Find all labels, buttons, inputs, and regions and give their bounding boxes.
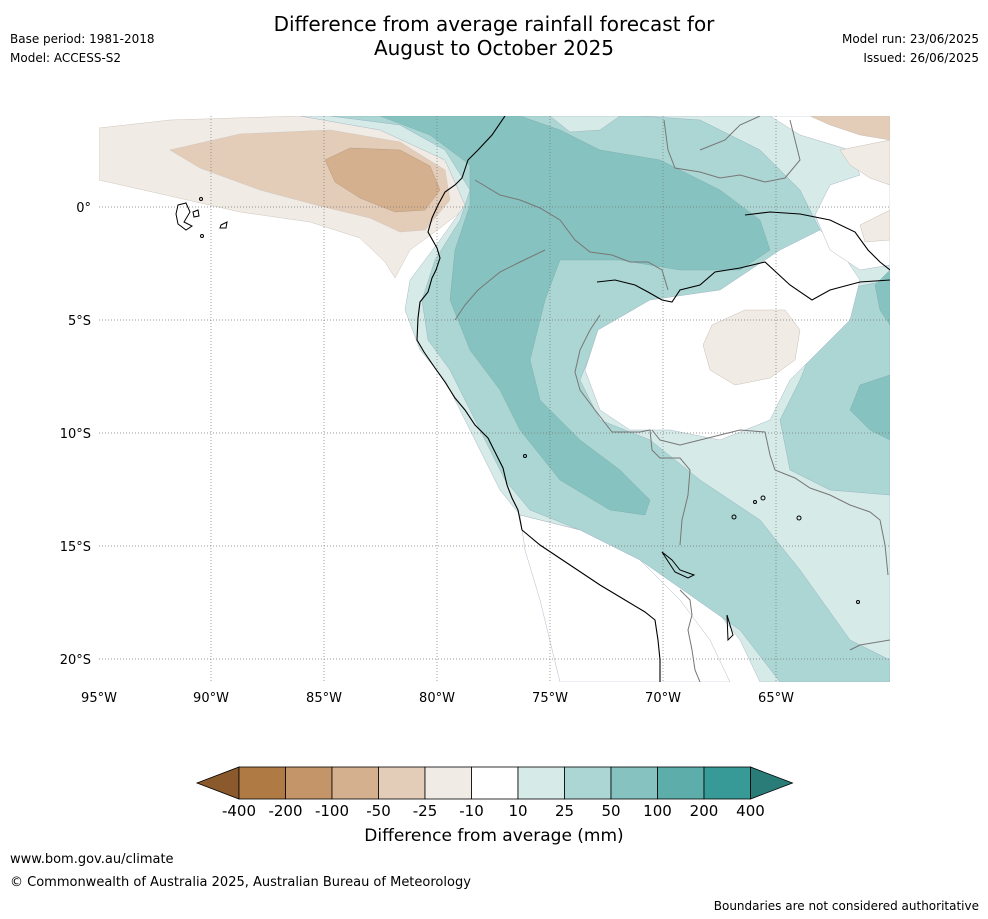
colorbar-tick-label: -100 [315, 802, 349, 820]
colorbar-swatch [703, 766, 751, 800]
lon-label-75w: 75°W [532, 691, 568, 706]
colorbar-tick-label: 400 [736, 802, 765, 820]
colorbar-swatch [238, 766, 286, 800]
meta-left: Base period: 1981-2018 Model: ACCESS-S2 [10, 30, 155, 68]
lat-label-0: 0° [76, 201, 91, 216]
lon-label-95w: 95°W [81, 691, 117, 706]
colorbar-extend-low [195, 766, 240, 800]
colorbar-swatch [657, 766, 705, 800]
colorbar-tick-label: -50 [366, 802, 391, 820]
coastline [416, 116, 661, 682]
wet-region-50-100 [379, 116, 771, 516]
disclaimer-text: Boundaries are not considered authoritat… [713, 899, 979, 913]
small-islands [523, 454, 860, 642]
graticule [99, 116, 890, 682]
lon-label-70w: 70°W [645, 691, 681, 706]
dry-region-northeast-light [839, 139, 890, 186]
colorbar-swatch [517, 766, 565, 800]
website-link[interactable]: www.bom.gov.au/climate [10, 852, 174, 867]
colorbar-tick-label: -10 [459, 802, 484, 820]
colorbar-swatches [195, 766, 794, 800]
colorbar-tick-label: -400 [222, 802, 256, 820]
lat-label-5s: 5°S [68, 314, 91, 329]
model-run: Model run: 23/06/2025 [841, 32, 979, 46]
colorbar-tick-label: -25 [413, 802, 438, 820]
rainfall-map: 95°W 90°W 85°W 80°W 75°W 70°W 65°W 0° 5°… [60, 116, 890, 706]
title-line-1: Difference from average rainfall forecas… [273, 12, 715, 36]
lon-label-65w: 65°W [758, 691, 794, 706]
copyright-text: © Commonwealth of Australia 2025, Austra… [10, 875, 471, 890]
page-title: Difference from average rainfall forecas… [0, 12, 988, 60]
colorbar-swatch [564, 766, 612, 800]
colorbar-swatch [285, 766, 333, 800]
colorbar-swatch [424, 766, 472, 800]
dry-region-east [859, 209, 890, 243]
country-borders [454, 116, 890, 682]
colorbar-tick-label: -200 [268, 802, 302, 820]
colorbar-tick-label: 10 [508, 802, 527, 820]
colorbar-tick-label: 100 [643, 802, 672, 820]
wet-region-edge-light [549, 116, 621, 133]
colorbar-swatch [471, 766, 519, 800]
colorbar-swatch [331, 766, 379, 800]
lat-label-10s: 10°S [60, 427, 91, 442]
issued-date: Issued: 26/06/2025 [863, 51, 979, 65]
dry-region-northeast [809, 116, 890, 141]
lon-label-90w: 90°W [193, 691, 229, 706]
latitude-labels: 0° 5°S 10°S 15°S 20°S [60, 201, 91, 668]
colorbar: -400 -200 -100 -50 -25 -10 10 25 50 100 200 400 [195, 766, 794, 820]
colorbar-extend-high [750, 766, 794, 800]
map-fields [99, 116, 890, 682]
dry-region-basin [702, 309, 801, 386]
neutral-region-south [519, 514, 731, 682]
base-period: Base period: 1981-2018 [10, 32, 155, 46]
model-name: Model: ACCESS-S2 [10, 51, 122, 65]
meta-right: Model run: 23/06/2025 Issued: 26/06/2025 [842, 30, 979, 68]
colorbar-tick-label: 200 [690, 802, 719, 820]
longitude-labels: 95°W 90°W 85°W 80°W 75°W 70°W 65°W [81, 691, 794, 706]
colorbar-swatch [610, 766, 658, 800]
colorbar-tick-label: 25 [555, 802, 574, 820]
colorbar-swatch [378, 766, 426, 800]
lon-label-85w: 85°W [306, 691, 342, 706]
colorbar-label: Difference from average (mm) [364, 826, 624, 846]
colorbar-ticks: -400 -200 -100 -50 -25 -10 10 25 50 100 200 400 [222, 802, 765, 820]
lat-label-15s: 15°S [60, 540, 91, 555]
colorbar-tick-label: 50 [601, 802, 620, 820]
lon-label-80w: 80°W [419, 691, 455, 706]
amazon-river [596, 261, 890, 303]
northern-coast [744, 211, 890, 271]
wet-region-50-100-northeast [874, 269, 890, 326]
dry-region-core [324, 147, 441, 213]
wet-region-50-100-east [849, 374, 890, 441]
title-line-2: August to October 2025 [373, 36, 615, 60]
lat-label-20s: 20°S [60, 653, 91, 668]
galapagos-islands [175, 197, 228, 238]
